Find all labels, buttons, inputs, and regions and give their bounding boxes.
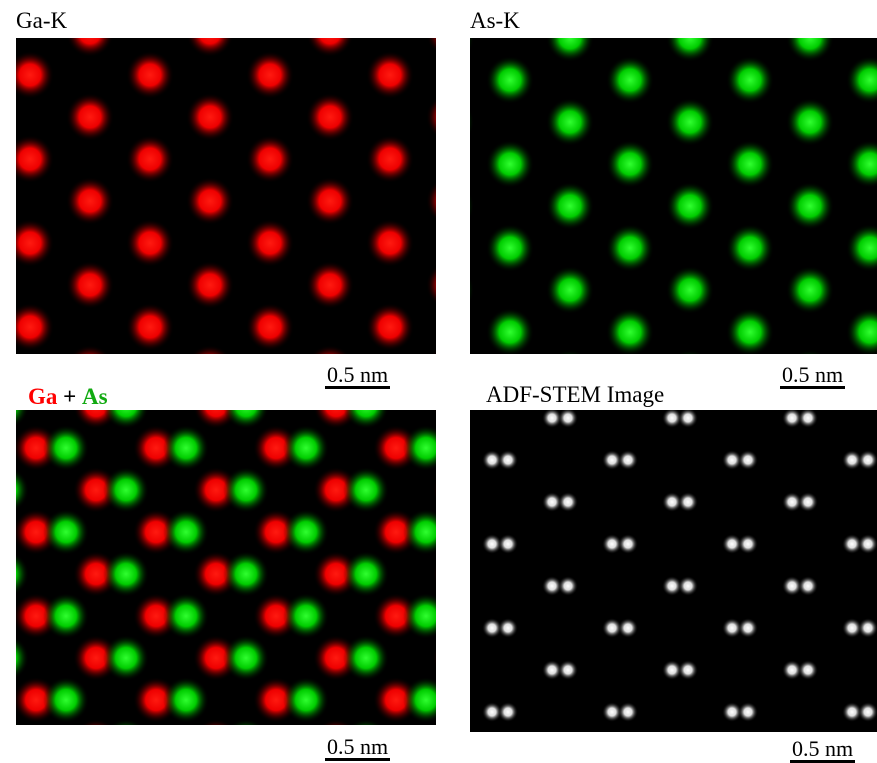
- label-plus: +: [63, 384, 76, 409]
- figure: Ga-K 0.5 nm As-K 0.5 nm Ga + As 0.5 nm A…: [0, 0, 877, 761]
- scale-bar: 0.5 nm: [790, 738, 855, 763]
- panel-label: ADF-STEM Image: [486, 382, 664, 408]
- label-as: As: [82, 384, 108, 409]
- scale-bar: 0.5 nm: [325, 736, 390, 761]
- as-k-map: [470, 38, 877, 354]
- adf-image: [470, 410, 877, 732]
- scale-bar: 0.5 nm: [780, 364, 845, 389]
- overlay-image: [16, 410, 436, 725]
- ga-k-map: [16, 38, 436, 354]
- panel-label: As-K: [470, 8, 520, 34]
- overlay-map: [16, 410, 436, 725]
- adf-stem-image: [470, 410, 877, 732]
- panel-label: Ga-K: [16, 8, 67, 34]
- panel-label: Ga + As: [28, 384, 108, 410]
- ga-k-image: [16, 38, 436, 354]
- label-ga: Ga: [28, 384, 57, 409]
- as-k-image: [470, 38, 877, 354]
- scale-bar: 0.5 nm: [325, 364, 390, 389]
